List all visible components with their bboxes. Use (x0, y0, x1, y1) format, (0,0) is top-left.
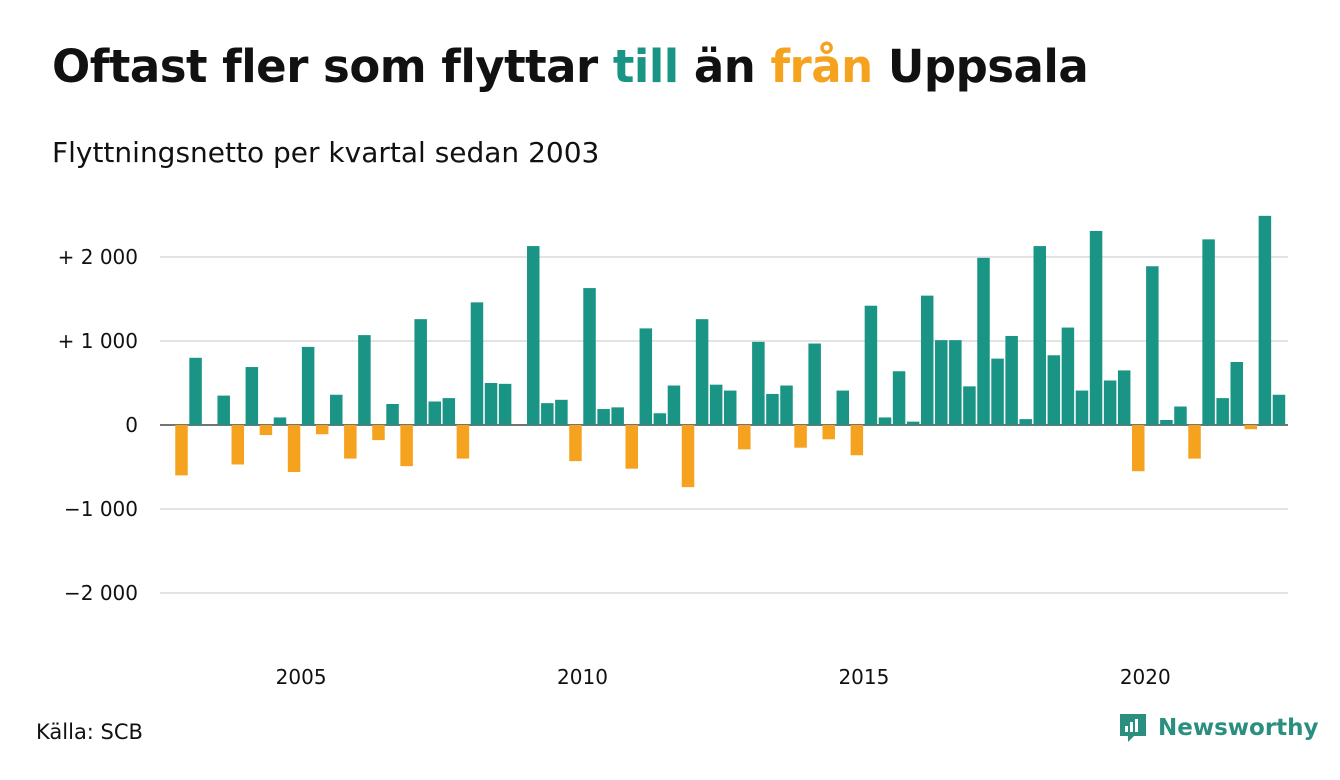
bar (527, 246, 540, 425)
bar (794, 425, 807, 448)
bar (1188, 425, 1201, 459)
bar (695, 319, 709, 425)
bar (822, 425, 835, 440)
bar (935, 340, 948, 425)
bar (639, 328, 653, 425)
brand-logo: Newsworthy (1118, 712, 1319, 744)
bar (1061, 327, 1075, 425)
bar (892, 371, 906, 425)
bar (386, 404, 399, 425)
bar (217, 395, 230, 425)
bar (287, 425, 301, 473)
bar (850, 425, 864, 456)
bar (1146, 266, 1159, 425)
bar (625, 425, 638, 469)
source-note: Källa: SCB (36, 720, 143, 744)
bar (709, 384, 723, 425)
bar (344, 425, 357, 459)
bar (372, 425, 385, 441)
newsworthy-chart-bubble-icon (1120, 714, 1146, 742)
bar (836, 390, 850, 425)
title-fran: från (770, 40, 873, 93)
bar (414, 319, 427, 425)
bar (723, 390, 737, 425)
bar (315, 425, 329, 435)
bar (1005, 335, 1018, 425)
bar (1244, 425, 1258, 430)
title-part-2: än (693, 40, 756, 93)
bar (949, 340, 962, 425)
bar (1174, 406, 1187, 425)
bar (1216, 398, 1229, 425)
bar (259, 425, 273, 436)
bar (1033, 246, 1047, 425)
bar (245, 367, 259, 425)
bar (920, 295, 934, 425)
bar (1160, 419, 1173, 425)
bar (442, 398, 456, 425)
title-part-3: Uppsala (887, 40, 1089, 93)
x-tick-label: 2010 (557, 665, 608, 689)
x-tick-label: 2015 (838, 665, 889, 689)
bar (1258, 215, 1272, 425)
bar (400, 425, 413, 467)
bar (555, 399, 568, 425)
bar (1202, 239, 1215, 425)
bar (301, 346, 315, 425)
brand-name: Newsworthy (1158, 715, 1319, 741)
bar (456, 425, 470, 459)
bar (428, 401, 442, 425)
bar (1117, 370, 1131, 425)
bar (864, 305, 878, 425)
bar (569, 425, 582, 462)
title-part-1: Oftast fler som flyttar (52, 40, 598, 93)
bar (738, 425, 751, 450)
chart-title: Oftast fler som flyttar till än från Upp… (52, 40, 1089, 93)
bar (1089, 230, 1103, 425)
bar (231, 425, 245, 465)
bar (963, 386, 976, 425)
bar (1019, 419, 1032, 425)
bar (878, 417, 892, 425)
y-tick-label: + 1 000 (58, 329, 138, 353)
bar (498, 383, 512, 425)
bar (1075, 390, 1089, 425)
bar (1047, 355, 1061, 425)
bar (611, 407, 624, 425)
y-tick-label: 0 (125, 413, 138, 437)
bar (780, 385, 793, 425)
bar (906, 421, 920, 425)
bar (667, 385, 681, 425)
bar (541, 403, 554, 425)
bar (583, 288, 596, 425)
bar (484, 383, 498, 425)
y-tick-label: −1 000 (64, 497, 138, 521)
bar (808, 343, 821, 425)
bar (681, 425, 695, 488)
title-till: till (612, 40, 679, 93)
bar (1132, 425, 1145, 472)
bar (653, 413, 667, 425)
y-tick-label: −2 000 (64, 581, 138, 605)
bar (766, 393, 779, 425)
bar (470, 302, 484, 425)
bar (330, 394, 343, 425)
bar (189, 357, 202, 425)
bar (991, 358, 1004, 425)
x-tick-label: 2020 (1120, 665, 1171, 689)
bar (273, 417, 287, 425)
chart-subtitle: Flyttningsnetto per kvartal sedan 2003 (52, 136, 600, 169)
bar (1103, 380, 1117, 425)
bar (1230, 362, 1243, 425)
bar (1272, 394, 1286, 425)
x-tick-label: 2005 (276, 665, 327, 689)
bar (752, 341, 765, 425)
bar (175, 425, 188, 476)
bar (358, 335, 371, 425)
y-tick-label: + 2 000 (58, 245, 138, 269)
bar (977, 257, 990, 425)
bar (597, 409, 610, 425)
